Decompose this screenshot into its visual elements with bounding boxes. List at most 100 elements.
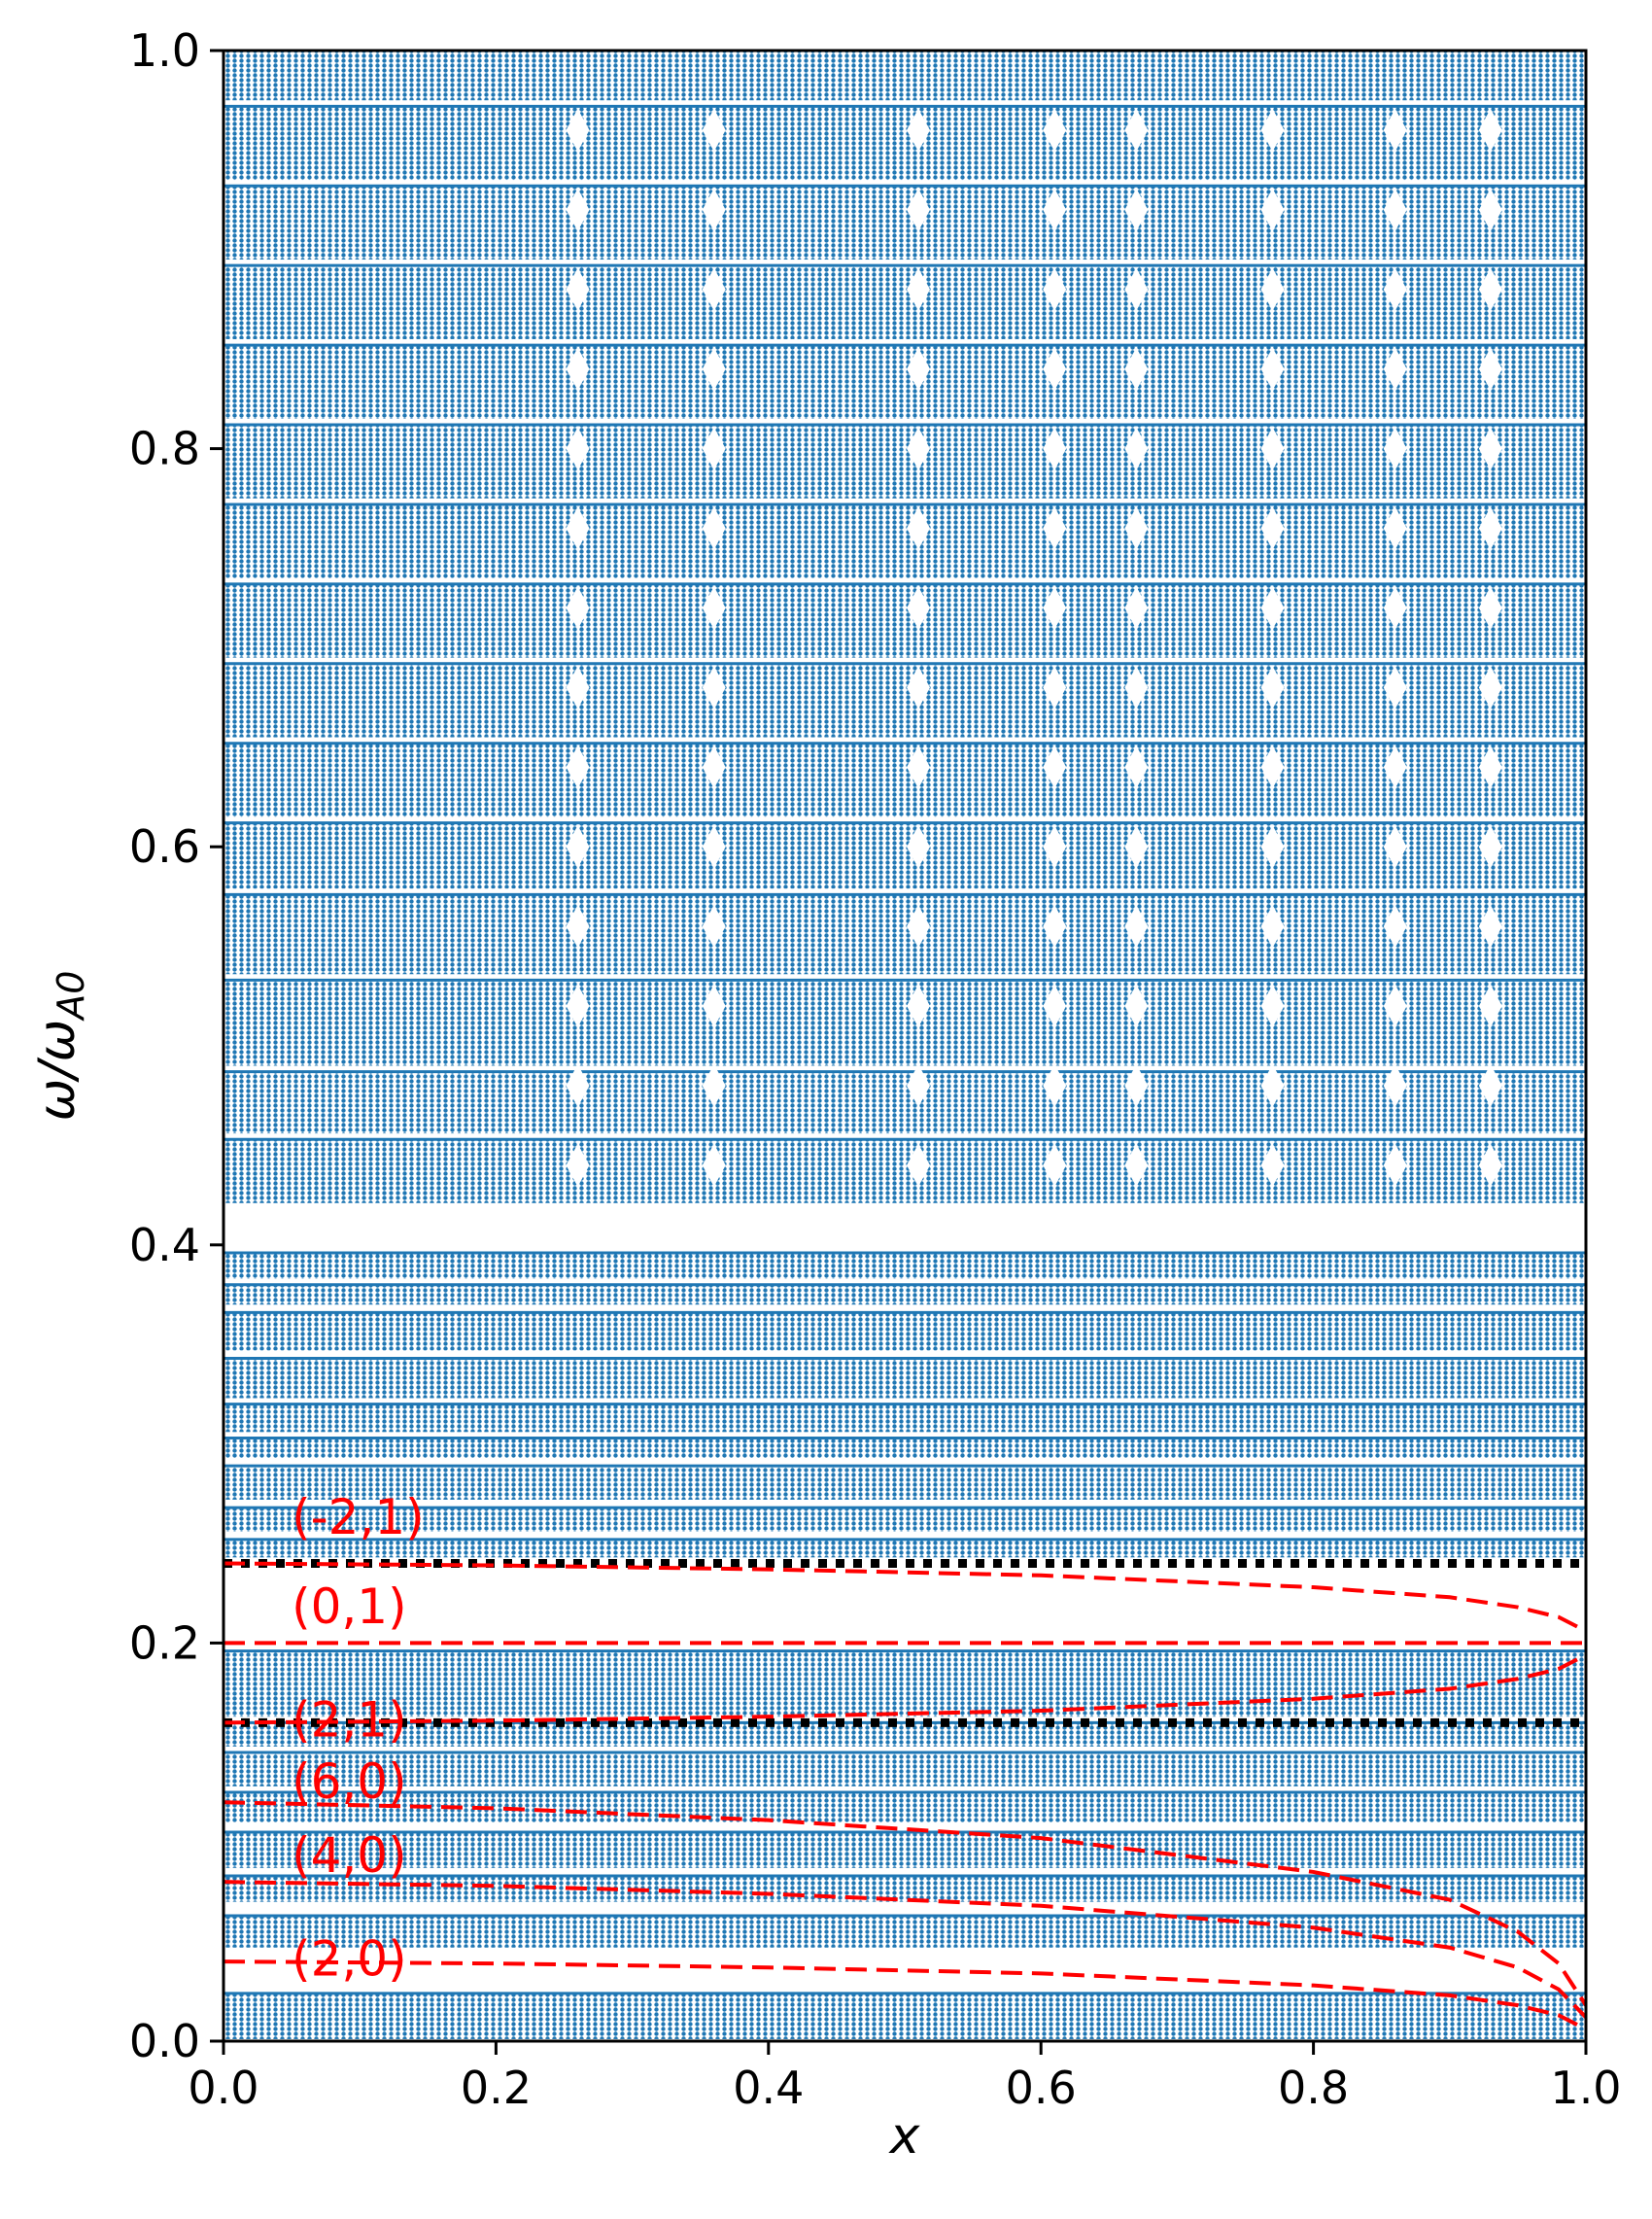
crossing-gap (1124, 1143, 1149, 1187)
crossing-gap (702, 347, 726, 391)
crossing-gap (1124, 666, 1149, 710)
crossing-gap (1260, 745, 1285, 789)
x-tick-label: 0.6 (1006, 2062, 1077, 2114)
crossing-gap (1383, 108, 1407, 152)
continuum-band (224, 1358, 1586, 1399)
crossing-gap (1260, 506, 1285, 550)
crossing-gap (702, 745, 726, 789)
crossing-gap (1043, 825, 1067, 869)
crossing-gap (1383, 347, 1407, 391)
crossing-gap (907, 427, 931, 470)
crossing-gap (1043, 108, 1067, 152)
continuum-band (224, 1071, 1586, 1134)
crossing-gap (907, 825, 931, 869)
crossing-gap (1478, 985, 1502, 1028)
crossing-gap (702, 1063, 726, 1107)
crossing-gap (1124, 506, 1149, 550)
crossing-gap (702, 985, 726, 1028)
y-axis-ticks: 0.0 0.2 0.4 0.6 0.8 1.0 (129, 24, 224, 2067)
crossing-gap (566, 905, 590, 949)
mode-curve (224, 1880, 1586, 2019)
crossing-gap (1260, 1143, 1285, 1187)
continuum-band (224, 1508, 1586, 1532)
x-tick-label: 0.4 (733, 2062, 804, 2114)
crossing-gap (1124, 188, 1149, 231)
mode-label: (2,0) (292, 1930, 407, 1987)
crossing-gap (907, 108, 931, 152)
crossing-gap (566, 506, 590, 550)
x-axis-label: x (888, 2107, 921, 2166)
y-axis-label-main: ω/ω (28, 1020, 86, 1122)
crossing-gap (1260, 267, 1285, 311)
crossing-gap (1124, 108, 1149, 152)
crossing-gap (566, 586, 590, 630)
crossing-gap (1383, 825, 1407, 869)
crossing-gap (1043, 267, 1067, 311)
crossing-gap (1383, 506, 1407, 550)
continuum-band (224, 1650, 1586, 1717)
continuum-band (224, 1539, 1586, 1558)
continuum-band (224, 1915, 1586, 1948)
crossing-gap (907, 666, 931, 710)
continuum-band (224, 980, 1586, 1066)
crossing-gap (702, 905, 726, 949)
continuum-band (224, 1284, 1586, 1305)
crossing-gap (1383, 666, 1407, 710)
crossing-gap (1043, 1143, 1067, 1187)
crossing-gap (1124, 905, 1149, 949)
crossing-gap (1260, 825, 1285, 869)
crossing-gap (1383, 985, 1407, 1028)
crossing-gap (1260, 586, 1285, 630)
y-axis-label: ω/ωA0 (28, 971, 92, 1122)
continuum-band (224, 186, 1586, 260)
crossing-gap (907, 745, 931, 789)
crossing-gap (1124, 347, 1149, 391)
x-tick-label: 0.2 (461, 2062, 532, 2114)
y-tick-label: 0.8 (129, 423, 200, 475)
crossing-gap (1260, 427, 1285, 470)
continuum-band (224, 1752, 1586, 1786)
crossing-gap (702, 427, 726, 470)
crossing-gap (1478, 825, 1502, 869)
crossing-gap (1043, 188, 1067, 231)
dashed-mode-curves (224, 1561, 1586, 2031)
crossing-gap (1478, 188, 1502, 231)
crossing-gap (907, 1063, 931, 1107)
continuum-band (224, 1993, 1586, 2039)
crossing-gap (1260, 347, 1285, 391)
crossing-gap (1260, 666, 1285, 710)
crossing-gap (907, 586, 931, 630)
crossing-gap (702, 506, 726, 550)
crossing-gap (1478, 267, 1502, 311)
y-tick-label: 0.0 (129, 2015, 200, 2067)
crossing-gap (907, 985, 931, 1028)
continuum-band (224, 106, 1586, 181)
crossing-gap (907, 506, 931, 550)
continuum-band (224, 583, 1586, 658)
continuum-band (224, 1466, 1586, 1500)
continuum-band (224, 1139, 1586, 1203)
continuum-points (224, 51, 1586, 2039)
crossing-gap (1124, 427, 1149, 470)
crossing-gap (566, 108, 590, 152)
plot-frame (222, 49, 1588, 2043)
continuum-band (224, 822, 1586, 889)
crossing-gap (907, 347, 931, 391)
continuum-band (224, 894, 1586, 975)
crossing-gap (1043, 427, 1067, 470)
crossing-gap (1478, 745, 1502, 789)
crossing-gap (1043, 745, 1067, 789)
x-tick-label: 0.8 (1278, 2062, 1349, 2114)
crossing-gap (1383, 905, 1407, 949)
crossing-gap (1043, 347, 1067, 391)
y-axis-label-subscript: A0 (50, 971, 92, 1023)
crossing-gap (1478, 586, 1502, 630)
crossing-gap (566, 188, 590, 231)
crossing-gap (1124, 745, 1149, 789)
continuum-band (224, 1831, 1586, 1868)
mode-curve (224, 1561, 1586, 1633)
continuum-band (224, 743, 1586, 817)
crossing-gap (1124, 1063, 1149, 1107)
crossing-gap (566, 825, 590, 869)
crossing-gap (566, 745, 590, 789)
